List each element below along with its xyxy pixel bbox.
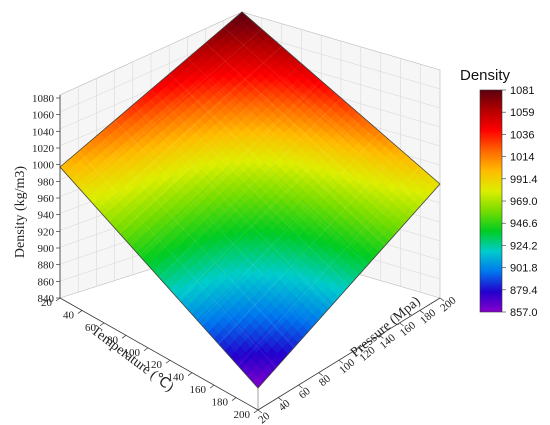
x-tick-mark xyxy=(209,384,215,389)
colorbar-label: 1014 xyxy=(510,152,534,164)
x-axis-line xyxy=(59,297,259,411)
z-tick-label: 1060 xyxy=(32,110,55,122)
colorbar-label: 879.4 xyxy=(510,285,538,297)
surface-mesh-line xyxy=(99,46,282,212)
x-tick-mark xyxy=(165,359,171,364)
x-tick-label: 80 xyxy=(107,334,119,346)
z-tick-label: 940 xyxy=(38,210,55,222)
y-tick-mark xyxy=(298,384,303,389)
colorbar-label: 1036 xyxy=(510,129,534,141)
surface-mesh-line xyxy=(96,135,295,348)
y-tick-mark xyxy=(439,297,445,302)
surface-mesh-line xyxy=(178,115,361,300)
colorbar-label: 924.2 xyxy=(510,240,538,252)
x-tick-label: 20 xyxy=(41,297,53,309)
x-tick-mark xyxy=(187,372,193,376)
x-tick-label: 100 xyxy=(124,347,141,359)
colorbar-label: 969.0 xyxy=(510,196,538,208)
surface-outline xyxy=(59,11,441,389)
y-tick-mark xyxy=(318,372,323,376)
colorbar-label: 946.6 xyxy=(510,218,538,230)
x-axis-title: Temperature (℃) xyxy=(88,323,176,395)
colorbar-label: 901.8 xyxy=(510,263,538,275)
y-tick-mark xyxy=(358,347,364,352)
z-tick-label: 880 xyxy=(38,260,55,272)
colorbar-label: 991.4 xyxy=(510,174,538,186)
z-tick-label: 920 xyxy=(38,226,55,238)
z-axis-title: Density (kg/m3) xyxy=(13,166,28,258)
colorbar-label: 857.0 xyxy=(510,307,538,319)
z-tick-label: 900 xyxy=(38,243,55,255)
x-tick-mark xyxy=(77,310,83,314)
colorbar-legend: Density 1081 1059 1036 1014 991.4 969.0 946.6 9… xyxy=(460,67,538,319)
x-tick-label: 160 xyxy=(190,384,207,396)
z-tick-label: 980 xyxy=(38,176,55,188)
z-tick-label: 1020 xyxy=(32,143,55,155)
z-tick-label: 1040 xyxy=(32,126,55,138)
y-tick-mark xyxy=(257,409,263,414)
surface-mesh-line xyxy=(132,104,331,307)
y-tick-mark xyxy=(419,310,424,314)
y-tick-mark xyxy=(338,359,344,364)
x-tick-label: 200 xyxy=(234,409,251,421)
surface-mesh-line xyxy=(114,120,313,327)
colorbar-label: 1059 xyxy=(510,107,534,119)
surface-mesh-line xyxy=(150,89,350,287)
x-tick-mark xyxy=(231,397,237,401)
x-tick-label: 60 xyxy=(85,322,97,334)
y-tick-label: 40 xyxy=(276,397,293,414)
x-tick-mark xyxy=(143,347,149,352)
surface-mesh-line xyxy=(223,27,422,205)
legend-title: Density xyxy=(460,67,511,84)
y-tick-mark xyxy=(278,397,283,401)
y-tick-mark xyxy=(379,335,384,339)
x-tick-mark xyxy=(55,297,61,302)
x-tick-label: 40 xyxy=(63,309,75,321)
surface-mesh-line xyxy=(169,73,368,266)
surface-mesh-line xyxy=(119,63,302,234)
surface-mesh-line xyxy=(205,42,404,225)
colorbar-label: 1081 xyxy=(510,85,534,97)
y-tick-mark xyxy=(399,322,404,327)
x-tick-label: 120 xyxy=(146,359,163,371)
surface-mesh-line xyxy=(198,132,381,322)
surface-mesh-line xyxy=(238,166,421,367)
x-tick-mark xyxy=(121,335,127,339)
surface-mesh-line xyxy=(187,58,386,246)
surface-mesh-line xyxy=(139,80,322,256)
z-tick-label: 1000 xyxy=(32,160,55,172)
x-tick-label: 140 xyxy=(168,372,185,384)
y-tick-label: 20 xyxy=(256,410,273,425)
surface-mesh-line xyxy=(78,151,277,368)
z-tick-label: 840 xyxy=(38,293,55,305)
colorbar xyxy=(479,89,503,313)
y-tick-label: 80 xyxy=(317,372,334,389)
axis-labels: 840 860 880 900 920 940 960 980 1000 1020 1040 1060… xyxy=(32,93,459,425)
x-tick-mark xyxy=(99,322,105,327)
surface-mesh-line xyxy=(79,29,262,190)
y-axis-line xyxy=(257,297,441,411)
z-tick-label: 860 xyxy=(38,276,55,288)
y-tick-label: 60 xyxy=(297,385,314,402)
y-tick-label: 200 xyxy=(438,294,459,314)
x-tick-mark xyxy=(253,409,259,414)
surface-mesh-line xyxy=(158,97,342,278)
surface-mesh-line xyxy=(218,149,401,344)
x-tick-label: 180 xyxy=(212,397,229,409)
density-surface xyxy=(59,11,441,389)
z-tick-label: 1080 xyxy=(32,93,55,105)
z-tick-label: 960 xyxy=(38,193,55,205)
